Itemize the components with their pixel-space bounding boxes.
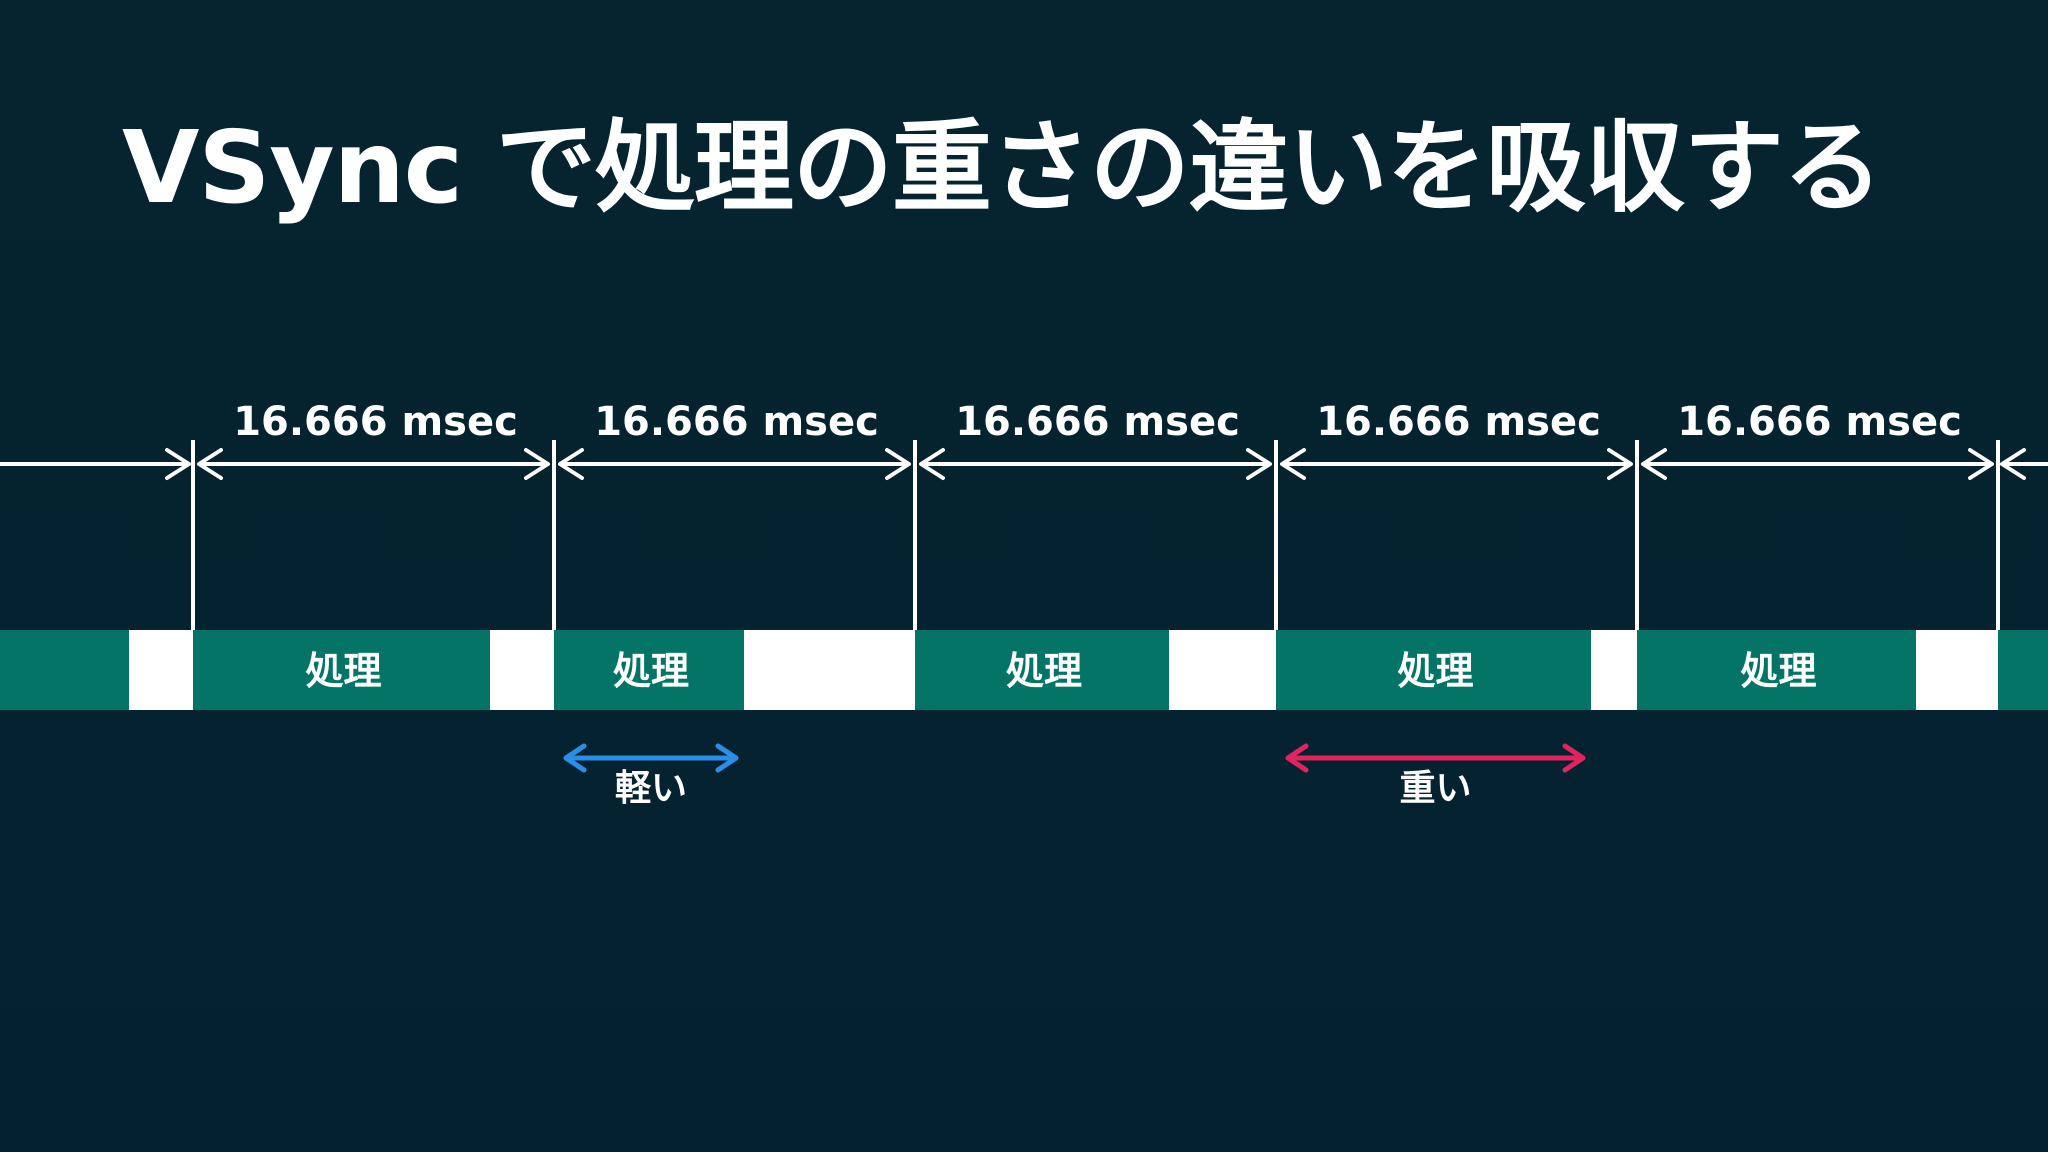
heavy-process-arrow <box>1285 743 1586 773</box>
interval-arrow <box>197 448 550 480</box>
slide-title: VSync で処理の重さの違いを吸収する <box>122 109 1883 226</box>
idle-block <box>490 630 554 710</box>
interval-arrow <box>1280 448 1633 480</box>
interval-label: 16.666 msec <box>1677 399 1962 445</box>
process-label: 処理 <box>1006 649 1082 693</box>
process-label: 処理 <box>1397 649 1473 693</box>
idle-block <box>744 630 915 710</box>
interval-arrow <box>0 448 191 480</box>
heavy-process-label: 重い <box>1399 768 1471 809</box>
idle-block <box>1169 630 1276 710</box>
interval-arrow <box>1641 448 1994 480</box>
interval-arrow <box>2000 448 2048 480</box>
process-label: 処理 <box>305 649 381 693</box>
idle-block <box>129 630 193 710</box>
process-block <box>1280 630 1591 710</box>
idle-block <box>1591 630 1637 710</box>
process-block <box>197 630 490 710</box>
interval-label: 16.666 msec <box>1316 399 1601 445</box>
light-process-label: 軽い <box>615 768 687 809</box>
interval-label: 16.666 msec <box>594 399 879 445</box>
idle-block <box>1916 630 1998 710</box>
interval-label: 16.666 msec <box>233 399 518 445</box>
light-process-arrow <box>563 743 739 773</box>
interval-label: 16.666 msec <box>955 399 1240 445</box>
interval-arrow <box>558 448 911 480</box>
process-label: 処理 <box>613 649 689 693</box>
process-block <box>558 630 744 710</box>
process-label: 処理 <box>1740 649 1816 693</box>
process-block <box>1641 630 1916 710</box>
process-block <box>919 630 1169 710</box>
interval-arrow <box>919 448 1272 480</box>
